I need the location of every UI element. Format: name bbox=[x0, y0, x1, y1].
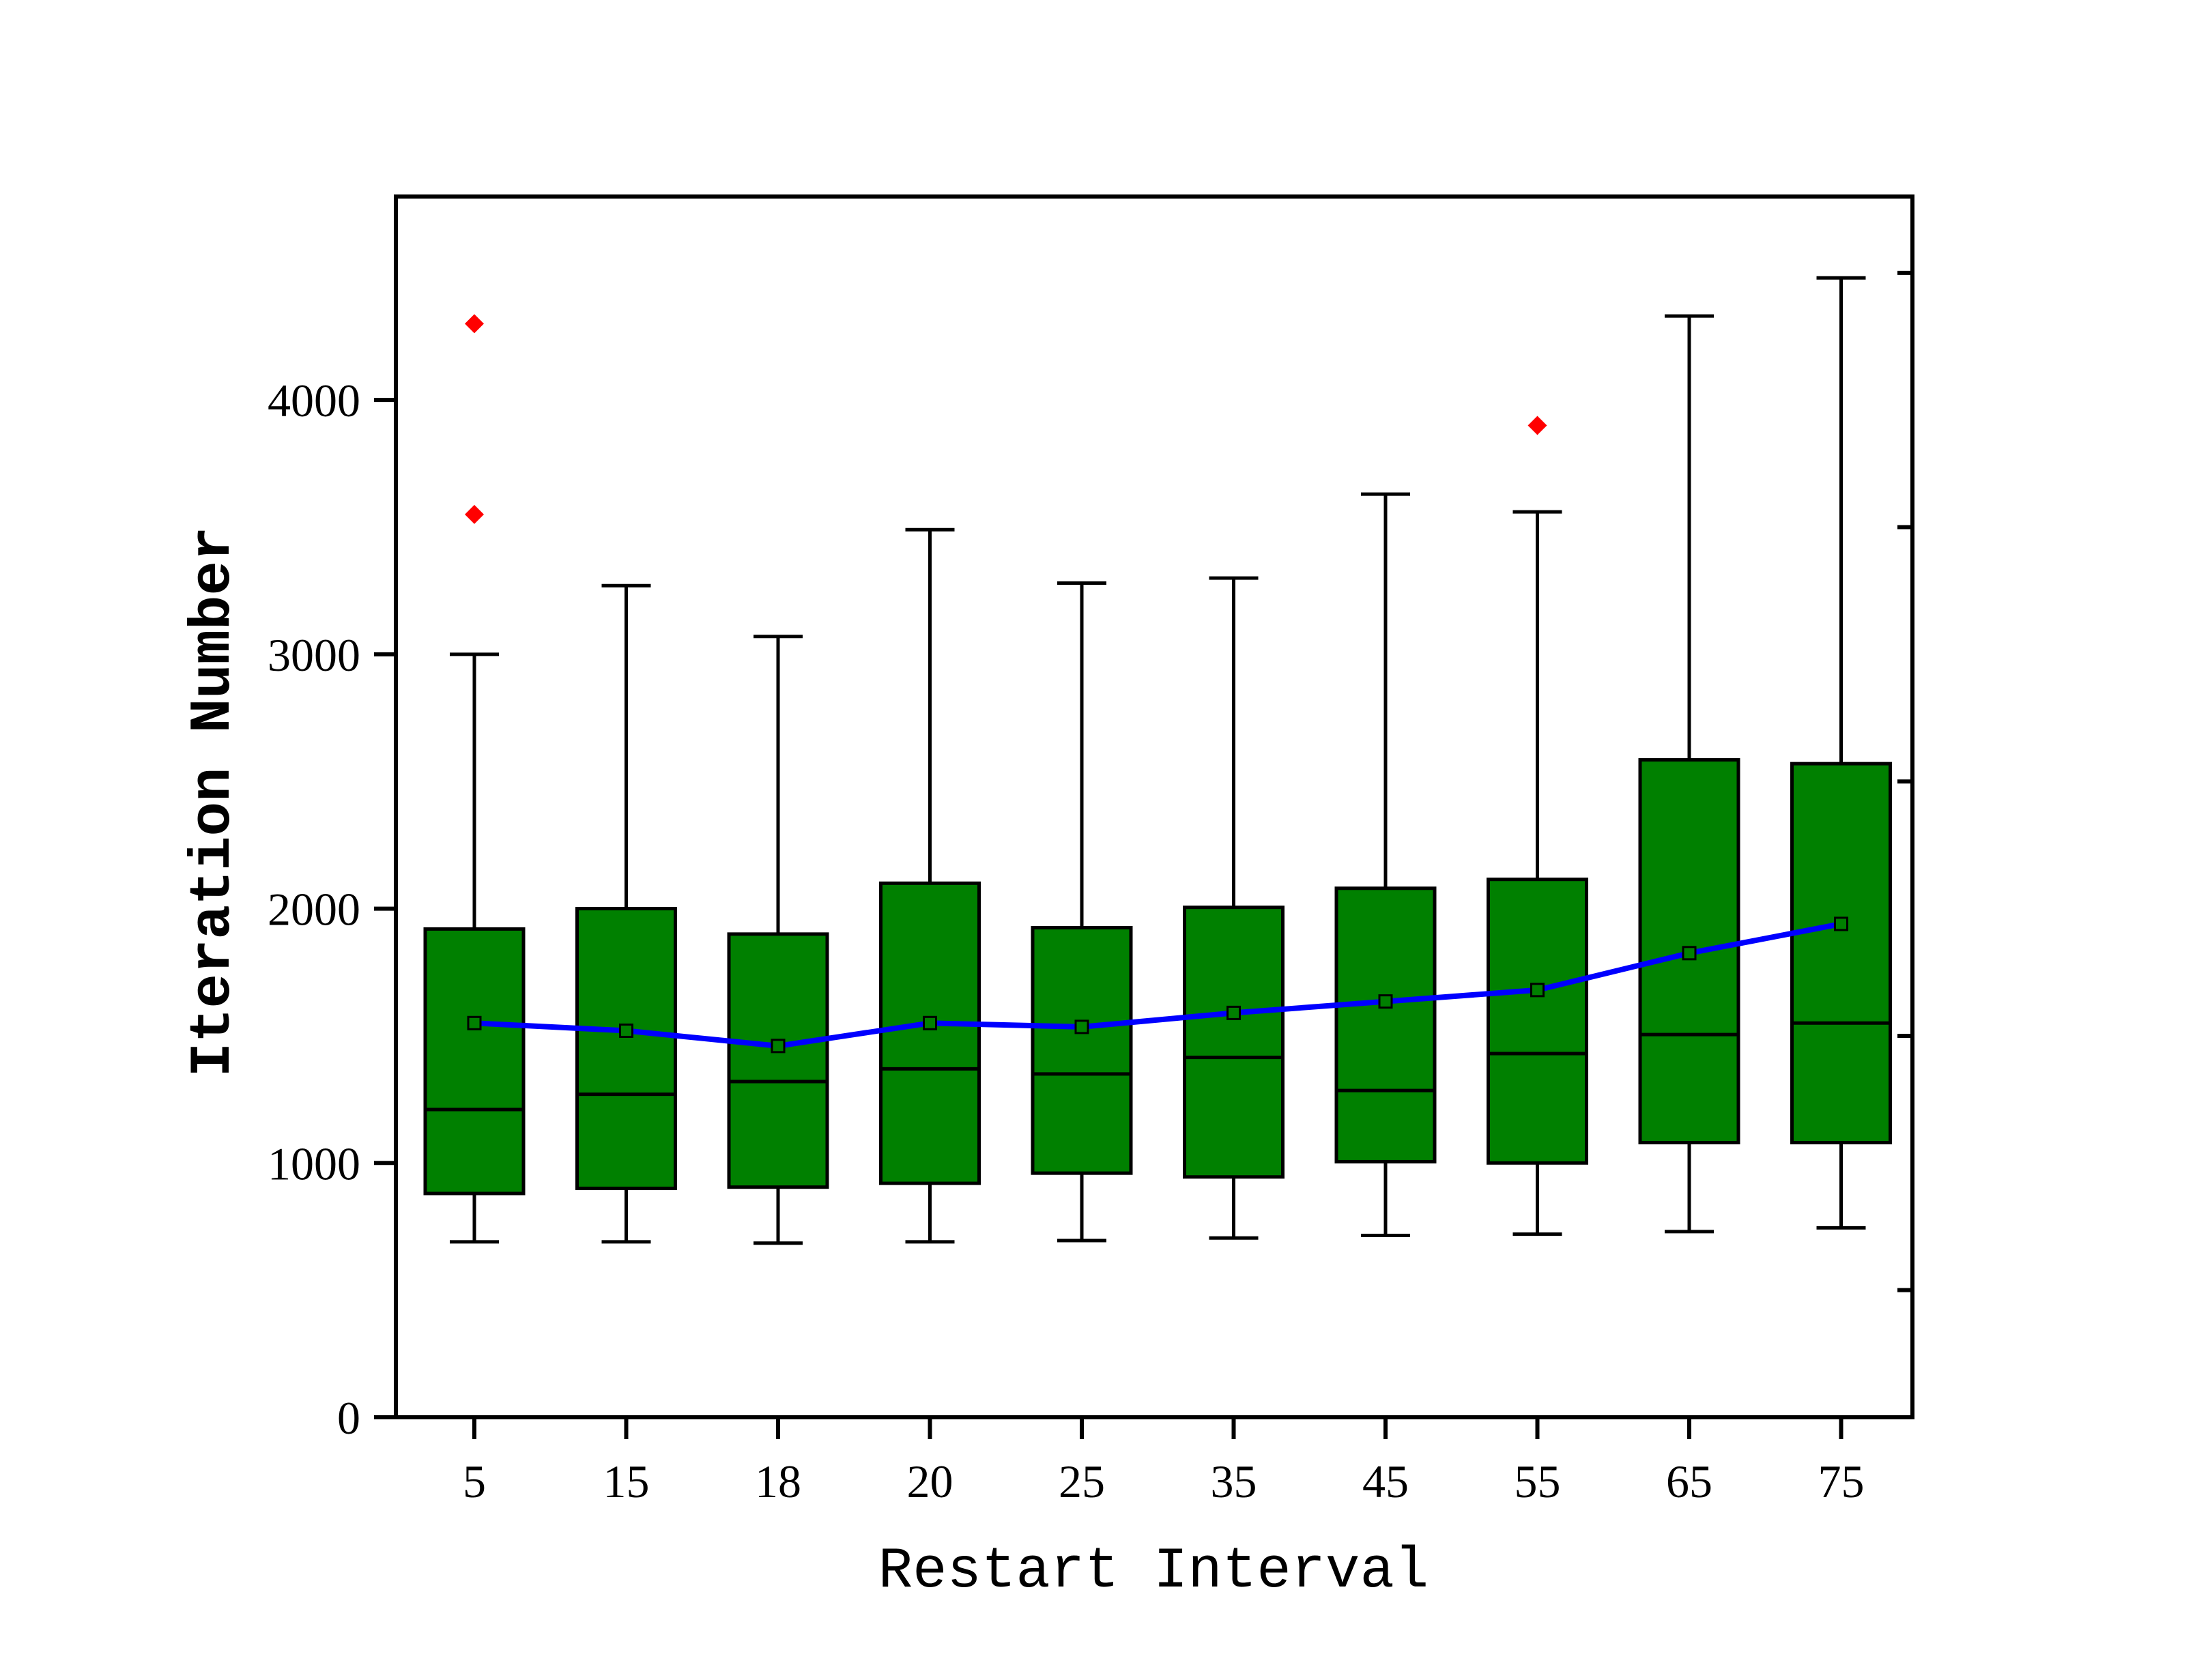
box-group bbox=[1790, 276, 1892, 1230]
mean-marker bbox=[1682, 946, 1697, 961]
outlier-point bbox=[465, 314, 484, 334]
mean-marker bbox=[1834, 916, 1848, 931]
x-tick-label: 75 bbox=[1818, 1455, 1865, 1507]
mean-marker bbox=[467, 1015, 482, 1030]
box-iqr bbox=[1031, 926, 1133, 1175]
y-axis-title: Iteration Number bbox=[182, 527, 246, 1077]
box-group bbox=[1183, 576, 1285, 1240]
mean-marker bbox=[1074, 1019, 1089, 1034]
box-iqr bbox=[1790, 762, 1892, 1144]
x-tick-label: 5 bbox=[463, 1455, 486, 1507]
box-group bbox=[727, 635, 829, 1245]
x-tick-label: 15 bbox=[603, 1455, 650, 1507]
x-tick-label: 65 bbox=[1666, 1455, 1712, 1507]
outlier-point bbox=[465, 504, 484, 524]
x-tick-label: 25 bbox=[1059, 1455, 1105, 1507]
x-tick-label: 18 bbox=[755, 1455, 801, 1507]
y-tick-label: 4000 bbox=[268, 375, 360, 426]
y-tick-label: 2000 bbox=[268, 884, 360, 936]
x-tick-label: 45 bbox=[1362, 1455, 1409, 1507]
box-group bbox=[1031, 581, 1133, 1243]
axes-layer bbox=[394, 194, 1914, 1419]
box-group bbox=[423, 652, 526, 1244]
ticks-layer: 0 1000 2000 3000 4000 5 15 18 20 25 35 45 55 65 75 bbox=[268, 270, 1912, 1507]
mean-marker bbox=[923, 1015, 937, 1030]
outlier-layer bbox=[465, 314, 1547, 524]
x-tick-label: 55 bbox=[1515, 1455, 1561, 1507]
box-group bbox=[575, 583, 677, 1244]
mean-marker bbox=[1378, 994, 1393, 1009]
box-iqr bbox=[1334, 886, 1437, 1163]
mean-layer bbox=[467, 916, 1848, 1054]
mean-marker bbox=[771, 1039, 786, 1054]
box-iqr bbox=[575, 907, 677, 1191]
box-iqr bbox=[879, 881, 981, 1185]
mean-marker bbox=[619, 1023, 633, 1038]
y-tick-label: 1000 bbox=[268, 1138, 360, 1189]
x-tick-label: 20 bbox=[907, 1455, 953, 1507]
outlier-point bbox=[1527, 416, 1547, 435]
box-group bbox=[1638, 314, 1740, 1234]
plot-frame bbox=[394, 194, 1914, 1419]
box-iqr bbox=[1487, 878, 1588, 1165]
box-group bbox=[1487, 510, 1588, 1236]
mean-marker bbox=[1226, 1005, 1241, 1020]
mean-marker bbox=[1530, 983, 1545, 998]
box-group bbox=[1334, 492, 1437, 1238]
box-iqr bbox=[727, 932, 829, 1189]
x-axis-title: Restart Interval bbox=[878, 1539, 1429, 1604]
box-group bbox=[879, 527, 981, 1244]
y-tick-label: 0 bbox=[337, 1392, 360, 1444]
box-iqr bbox=[1183, 906, 1285, 1179]
boxes-layer bbox=[423, 276, 1892, 1245]
mean-line bbox=[474, 921, 1842, 1049]
box-iqr bbox=[423, 927, 526, 1196]
x-tick-label: 35 bbox=[1211, 1455, 1257, 1507]
y-tick-label: 3000 bbox=[268, 629, 360, 681]
